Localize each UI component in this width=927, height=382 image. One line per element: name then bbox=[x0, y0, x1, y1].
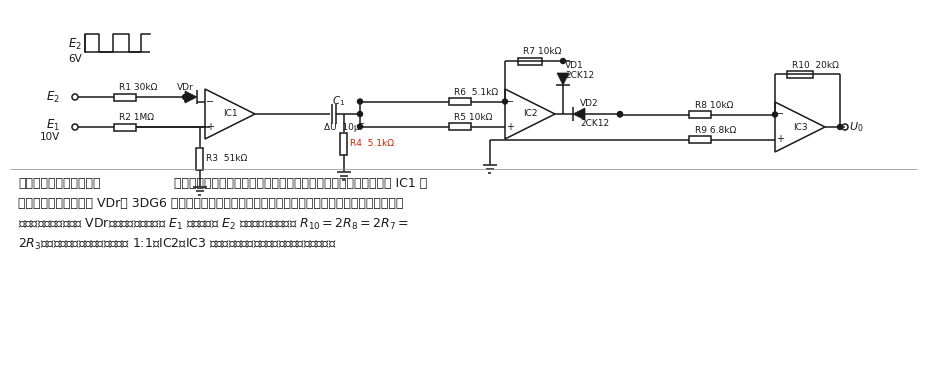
Circle shape bbox=[837, 125, 843, 129]
Text: VDr: VDr bbox=[177, 83, 194, 92]
Text: R10  20kΩ: R10 20kΩ bbox=[792, 60, 839, 70]
Circle shape bbox=[772, 112, 778, 117]
Text: −: − bbox=[506, 97, 514, 107]
Bar bbox=[197, 147, 204, 170]
Circle shape bbox=[561, 58, 565, 63]
Text: VD2: VD2 bbox=[580, 99, 599, 108]
Circle shape bbox=[183, 94, 187, 99]
Bar bbox=[114, 123, 136, 131]
Circle shape bbox=[502, 99, 507, 104]
Text: 温敏二极管动态测温电路: 温敏二极管动态测温电路 bbox=[18, 177, 100, 190]
Text: $E_1$: $E_1$ bbox=[46, 117, 60, 133]
Text: $2R_3$，使该电路输出和输入幅值比为 1:1，IC2、IC3 组成高输入阻抗型精密二极管全波整流电路。: $2R_3$，使该电路输出和输入幅值比为 1:1，IC2、IC3 组成高输入阻抗… bbox=[18, 237, 337, 252]
Text: 10V: 10V bbox=[40, 132, 60, 142]
Bar bbox=[340, 133, 348, 155]
Bar bbox=[689, 136, 711, 143]
Text: IC3: IC3 bbox=[793, 123, 807, 131]
Circle shape bbox=[358, 124, 362, 129]
Polygon shape bbox=[205, 89, 255, 139]
Circle shape bbox=[842, 124, 848, 130]
Text: 较好的线性特性。流过 VDr的电流有由参考电源 $E_1$ 和方波电压 $E_2$ 两个直流分量，图中 $R_{10}=2R_8=2R_7=$: 较好的线性特性。流过 VDr的电流有由参考电源 $E_1$ 和方波电压 $E_2… bbox=[18, 217, 409, 232]
Circle shape bbox=[72, 124, 78, 130]
Text: R9 6.8kΩ: R9 6.8kΩ bbox=[695, 126, 736, 135]
Polygon shape bbox=[185, 91, 197, 103]
Bar bbox=[449, 123, 471, 130]
Text: R6  5.1kΩ: R6 5.1kΩ bbox=[454, 88, 498, 97]
Text: IC2: IC2 bbox=[523, 110, 538, 118]
Text: +: + bbox=[206, 121, 214, 131]
Text: $C_1$: $C_1$ bbox=[332, 94, 345, 108]
Text: VD1: VD1 bbox=[565, 60, 584, 70]
Bar bbox=[114, 94, 136, 100]
Text: ΔU  10μF: ΔU 10μF bbox=[324, 123, 364, 133]
Bar bbox=[787, 71, 813, 78]
Circle shape bbox=[617, 112, 623, 117]
Text: 2CK12: 2CK12 bbox=[580, 118, 609, 128]
Text: R5 10kΩ: R5 10kΩ bbox=[454, 113, 492, 122]
Circle shape bbox=[617, 112, 623, 117]
Text: $E_2$: $E_2$ bbox=[46, 89, 60, 105]
Bar bbox=[449, 98, 471, 105]
Text: IC1: IC1 bbox=[222, 110, 237, 118]
Polygon shape bbox=[775, 102, 825, 152]
Polygon shape bbox=[557, 73, 569, 85]
Text: 6V: 6V bbox=[68, 54, 82, 64]
Text: R8 10kΩ: R8 10kΩ bbox=[695, 101, 733, 110]
Text: R7 10kΩ: R7 10kΩ bbox=[523, 47, 562, 57]
Circle shape bbox=[72, 94, 78, 100]
Text: 本电路利用通过温敏二极管的变化的脉冲电流来实现动态测温。由 IC1 组: 本电路利用通过温敏二极管的变化的脉冲电流来实现动态测温。由 IC1 组 bbox=[166, 177, 427, 190]
Text: −: − bbox=[776, 110, 784, 120]
Text: −: − bbox=[206, 97, 214, 107]
Text: $U_0$: $U_0$ bbox=[849, 120, 864, 134]
Bar bbox=[689, 111, 711, 118]
Text: R3  51kΩ: R3 51kΩ bbox=[206, 154, 248, 163]
Circle shape bbox=[358, 99, 362, 104]
Text: R4  5.1kΩ: R4 5.1kΩ bbox=[350, 139, 394, 149]
Text: +: + bbox=[506, 121, 514, 131]
Text: $E_2$: $E_2$ bbox=[68, 36, 82, 52]
Text: 2CK12: 2CK12 bbox=[565, 71, 594, 79]
Bar bbox=[518, 58, 542, 65]
Polygon shape bbox=[505, 89, 555, 139]
Circle shape bbox=[358, 112, 362, 117]
Text: 成测量级，温敏二极管 VDr用 3DG6 晶体管的集电极与基极短路制成，以保证在较宽的工作电流范围内获得: 成测量级，温敏二极管 VDr用 3DG6 晶体管的集电极与基极短路制成，以保证在… bbox=[18, 197, 403, 210]
Text: R2 1MΩ: R2 1MΩ bbox=[119, 113, 154, 123]
Text: +: + bbox=[776, 134, 784, 144]
Text: R1 30kΩ: R1 30kΩ bbox=[119, 84, 158, 92]
Polygon shape bbox=[573, 108, 585, 120]
